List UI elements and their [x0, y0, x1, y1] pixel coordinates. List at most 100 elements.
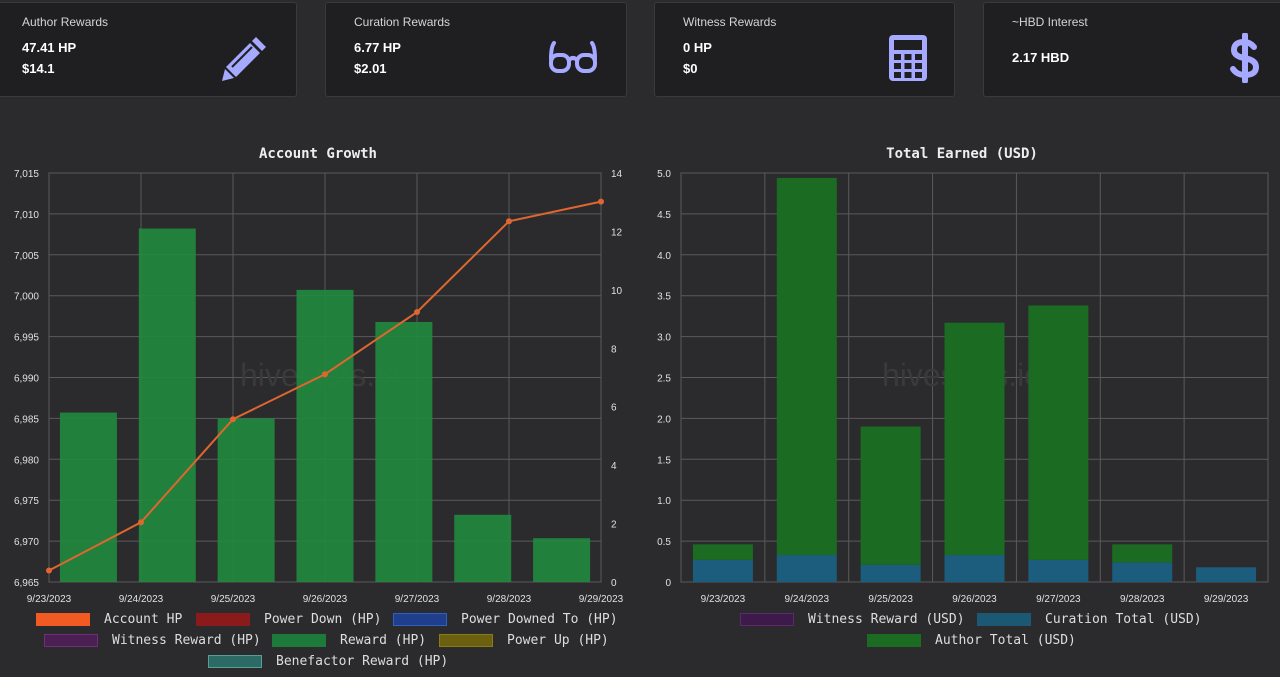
dollar-icon: [1230, 33, 1260, 83]
legend-swatch: [272, 633, 326, 647]
curation-bar[interactable]: [1196, 567, 1257, 582]
legend-label: Account HP: [104, 611, 183, 627]
legend-item-author-total[interactable]: Author Total (USD): [867, 632, 1076, 648]
author-bar[interactable]: [776, 177, 837, 556]
legend-swatch: [196, 612, 250, 626]
calculator-icon: [889, 35, 927, 81]
legend-item-power-down[interactable]: Power Down (HP): [196, 611, 381, 627]
x-tick-label: 9/27/2023: [395, 594, 440, 605]
card-value-hp: 6.77 HP: [354, 40, 401, 55]
y-tick-label: 3.5: [657, 292, 671, 303]
legend-swatch: [977, 612, 1031, 626]
x-tick-label: 9/26/2023: [303, 594, 348, 605]
account-hp-point[interactable]: [322, 371, 328, 378]
x-tick-label: 9/29/2023: [1204, 594, 1249, 605]
chart-title: Account Growth: [259, 146, 377, 162]
reward-bar[interactable]: [217, 418, 275, 582]
legend-label: Benefactor Reward (HP): [276, 653, 449, 669]
author-rewards-card: Author Rewards 47.41 HP $14.1: [0, 2, 297, 97]
y-tick-label-right: 12: [611, 227, 623, 238]
y-tick-label-right: 0: [611, 578, 617, 589]
card-title: Witness Rewards: [683, 15, 777, 29]
witness-rewards-card: Witness Rewards 0 HP $0: [654, 2, 955, 97]
y-tick-label-left: 6,990: [14, 374, 39, 385]
y-tick-label-left: 7,015: [14, 169, 39, 180]
y-tick-label: 2.5: [657, 374, 671, 385]
card-value-hbd: 2.17 HBD: [1012, 50, 1070, 65]
curation-bar[interactable]: [1112, 562, 1173, 582]
legend-item-witness-reward[interactable]: Witness Reward (HP): [44, 632, 261, 648]
reward-bar[interactable]: [375, 321, 433, 582]
legend-item-benefactor-reward[interactable]: Benefactor Reward (HP): [208, 653, 448, 669]
legend-item-witness-reward-usd[interactable]: Witness Reward (USD): [740, 611, 965, 627]
account-hp-point[interactable]: [230, 416, 236, 423]
legend-label: Curation Total (USD): [1045, 611, 1202, 627]
y-tick-label: 4.5: [657, 210, 671, 221]
y-tick-label-right: 14: [611, 169, 623, 180]
y-tick-label-right: 8: [611, 344, 617, 355]
account-hp-point[interactable]: [506, 218, 512, 225]
author-bar[interactable]: [944, 322, 1005, 556]
y-tick-label-left: 6,975: [14, 496, 39, 507]
x-tick-label: 9/29/2023: [579, 594, 624, 605]
y-tick-label: 1.5: [657, 455, 671, 466]
x-tick-label: 9/27/2023: [1036, 594, 1081, 605]
y-tick-label: 0: [665, 578, 671, 589]
reward-bar[interactable]: [533, 538, 591, 582]
author-bar[interactable]: [1028, 305, 1089, 560]
y-tick-label-right: 6: [611, 403, 617, 414]
legend-label: Power Downed To (HP): [461, 611, 618, 627]
glasses-icon: [549, 41, 597, 73]
account-hp-point[interactable]: [598, 198, 604, 205]
card-value-hp: 0 HP: [683, 40, 712, 55]
legend-swatch: [439, 633, 493, 647]
chart-title: Total Earned (USD): [886, 146, 1038, 162]
legend-label: Witness Reward (HP): [112, 632, 261, 648]
x-tick-label: 9/25/2023: [868, 594, 913, 605]
card-value-usd: $14.1: [22, 61, 55, 76]
reward-bar[interactable]: [59, 412, 117, 582]
legend-label: Power Up (HP): [507, 632, 609, 648]
y-tick-label-right: 2: [611, 520, 617, 531]
account-hp-point[interactable]: [138, 519, 144, 526]
curation-bar[interactable]: [1028, 559, 1089, 582]
author-bar[interactable]: [1112, 544, 1173, 563]
legend-label: Author Total (USD): [935, 632, 1076, 648]
author-bar[interactable]: [860, 426, 921, 565]
y-tick-label-left: 7,010: [14, 210, 39, 221]
y-tick-label: 1.0: [657, 496, 671, 507]
y-tick-label: 0.5: [657, 537, 671, 548]
legend-item-power-up[interactable]: Power Up (HP): [439, 632, 609, 648]
total-earned-chart: Total Earned (USD) hivestats.io 5.04.54.…: [657, 146, 1269, 605]
legend-swatch: [740, 612, 794, 626]
author-bar[interactable]: [692, 544, 753, 560]
curation-bar[interactable]: [692, 559, 753, 582]
curation-bar[interactable]: [944, 555, 1005, 582]
card-value-hp: 47.41 HP: [22, 40, 77, 55]
y-tick-label-left: 6,985: [14, 414, 39, 425]
y-tick-label-left: 6,965: [14, 578, 39, 589]
legend-item-account-hp[interactable]: Account HP: [36, 611, 182, 627]
y-tick-label: 2.0: [657, 414, 671, 425]
y-tick-label-left: 6,970: [14, 537, 39, 548]
curation-bar[interactable]: [776, 555, 837, 582]
account-hp-point[interactable]: [414, 309, 420, 316]
legend-label: Reward (HP): [340, 632, 427, 648]
curation-bar[interactable]: [860, 564, 921, 582]
reward-bar[interactable]: [296, 289, 354, 582]
x-tick-label: 9/25/2023: [211, 594, 256, 605]
legend-label: Power Down (HP): [264, 611, 382, 627]
legend-item-power-downed-to[interactable]: Power Downed To (HP): [393, 611, 618, 627]
reward-bar[interactable]: [138, 228, 196, 582]
y-tick-label-right: 10: [611, 286, 623, 297]
legend-swatch: [208, 654, 262, 668]
reward-bar[interactable]: [454, 514, 512, 582]
legend-label: Witness Reward (USD): [808, 611, 965, 627]
legend-item-curation-total[interactable]: Curation Total (USD): [977, 611, 1202, 627]
x-tick-label: 9/24/2023: [785, 594, 830, 605]
x-tick-label: 9/23/2023: [27, 594, 72, 605]
legend-item-reward[interactable]: Reward (HP): [272, 632, 426, 648]
account-hp-point[interactable]: [46, 567, 52, 574]
card-value-usd: $2.01: [354, 61, 387, 76]
account-growth-chart: Account Growth hivestats.io 7,0157,0107,…: [14, 146, 624, 605]
